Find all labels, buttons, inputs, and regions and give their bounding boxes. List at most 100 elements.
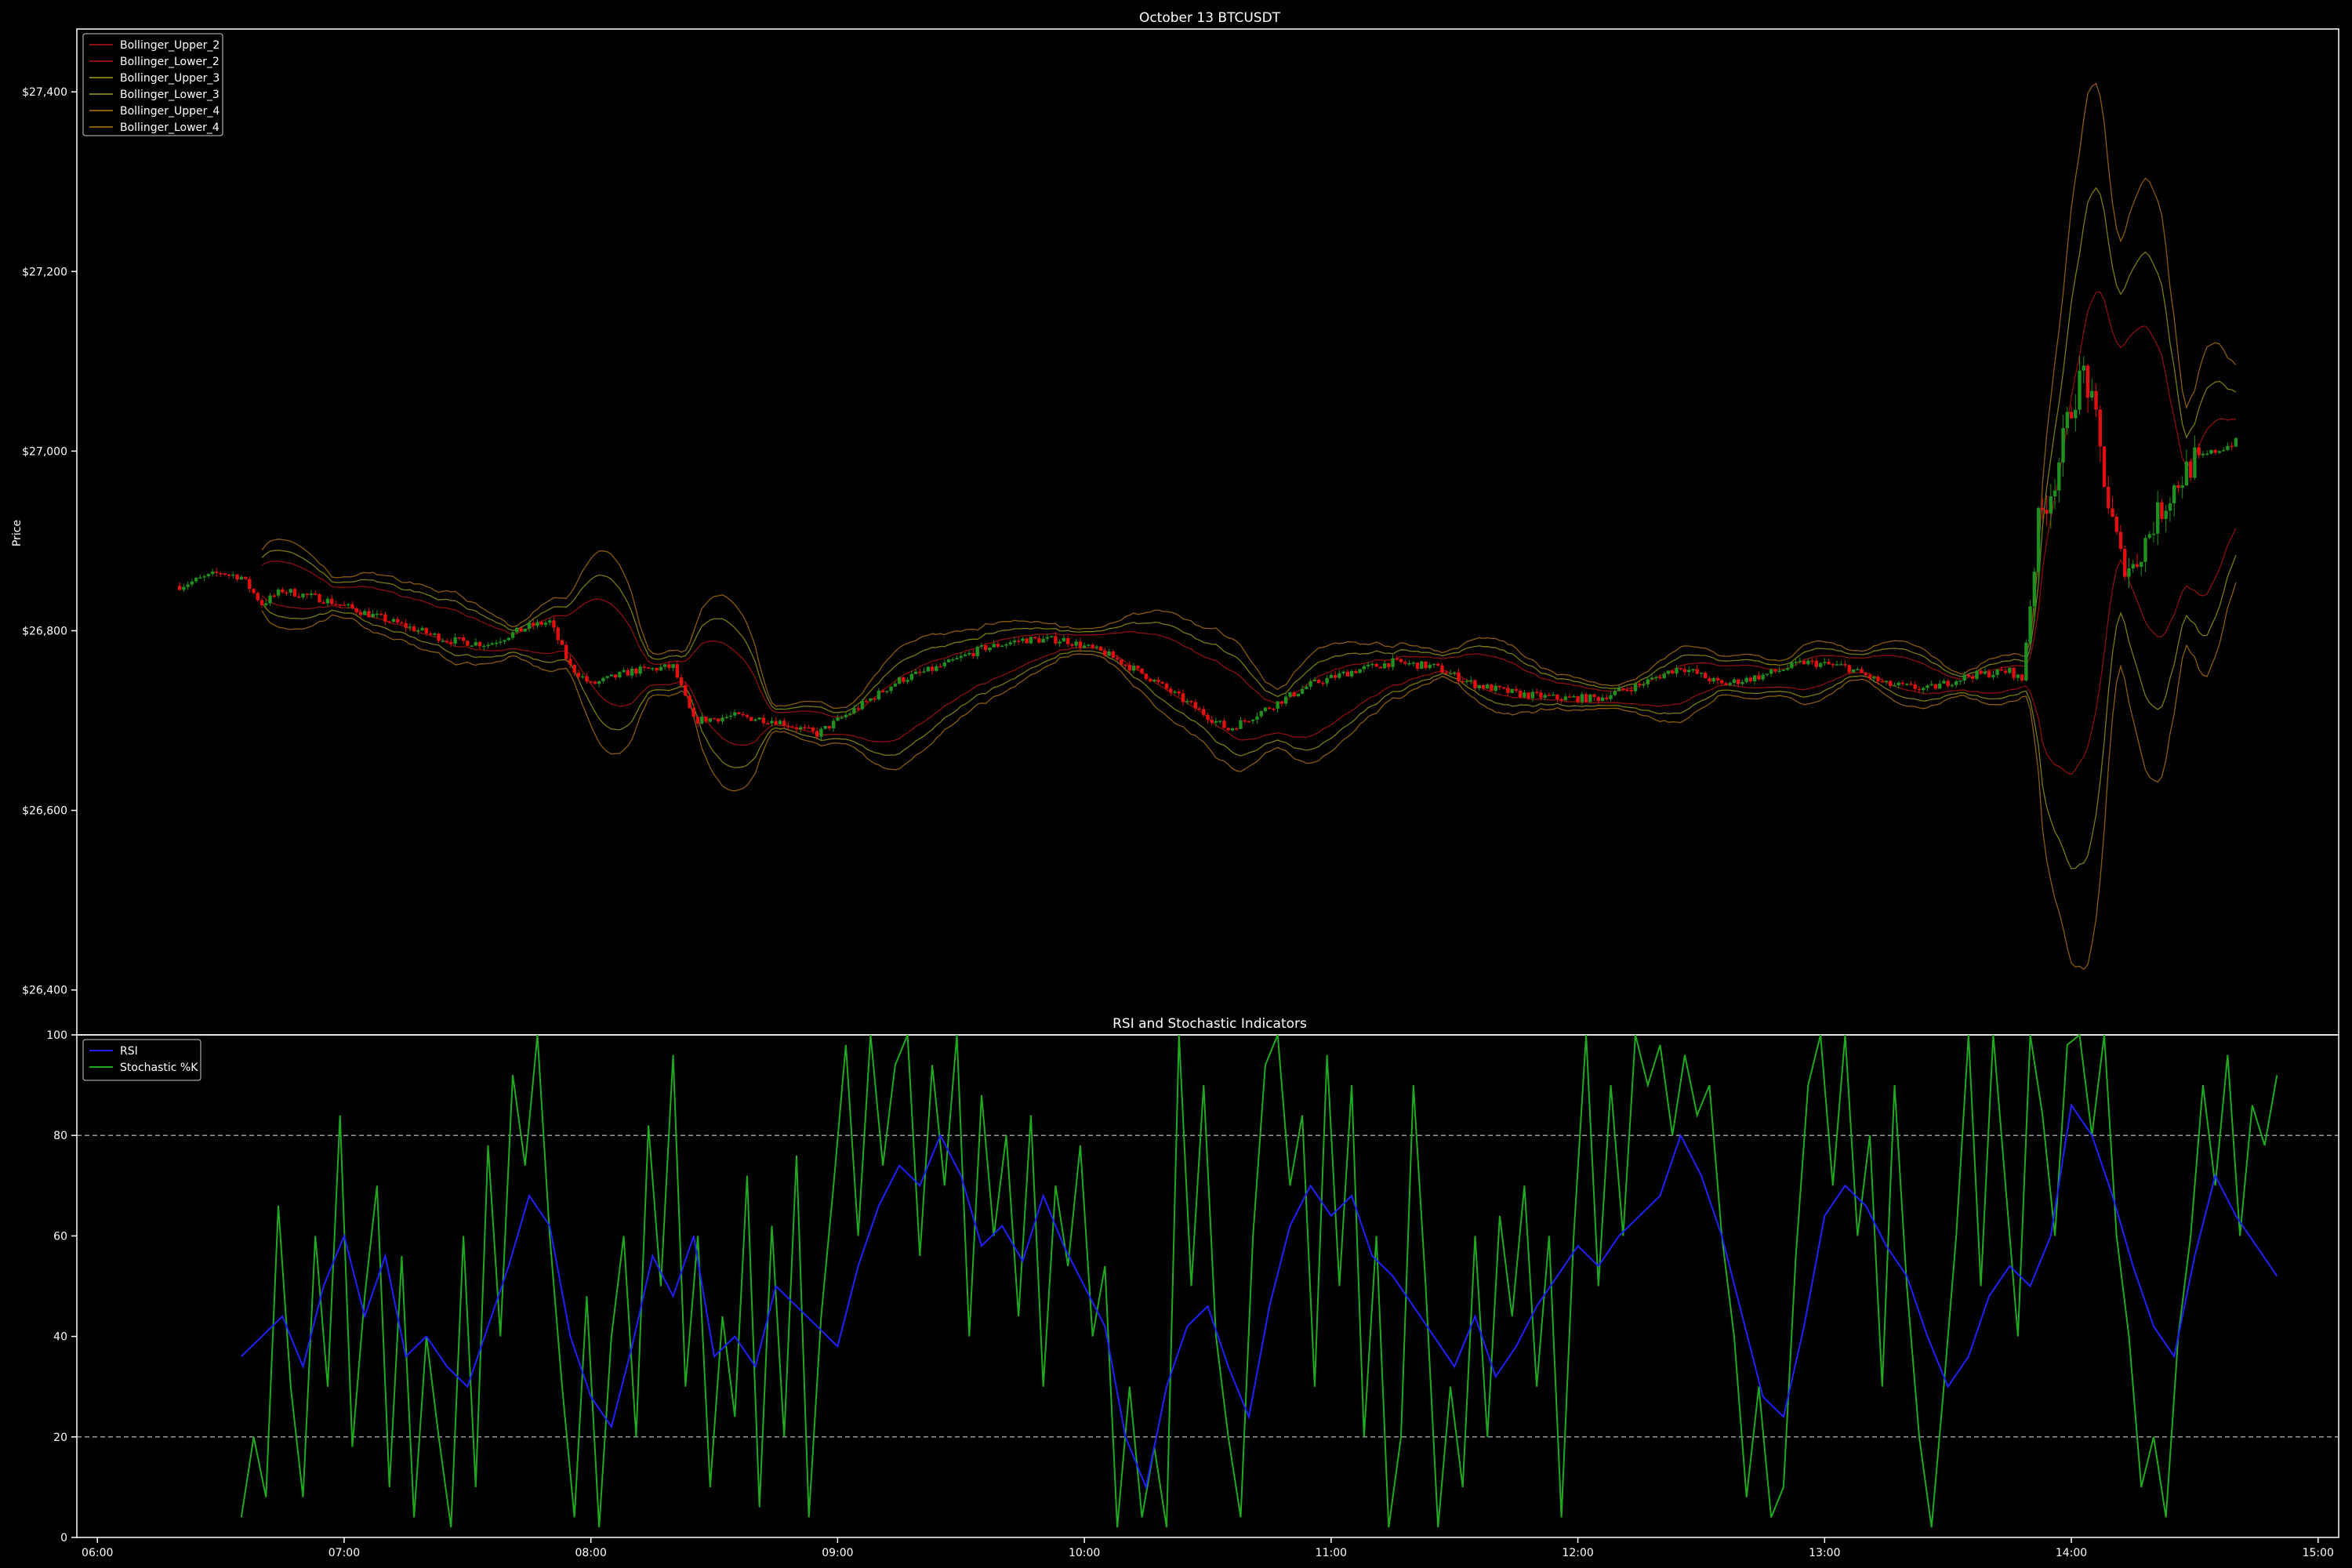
candle-body (1732, 679, 1737, 684)
candle-body (2151, 533, 2156, 535)
legend-label: Stochastic %K (120, 1062, 198, 1074)
candle-body (2226, 445, 2230, 451)
candle-body (1867, 675, 1872, 679)
candle-body (1469, 680, 1473, 682)
candle-body (387, 621, 391, 623)
candle-body (613, 674, 618, 677)
candle-body (2160, 502, 2164, 520)
candle-body (609, 674, 614, 677)
candle-body (1415, 662, 1420, 670)
candle-body (2180, 485, 2184, 488)
candle-body (873, 698, 877, 700)
candle-body (2049, 496, 2053, 514)
candle-body (2230, 445, 2234, 448)
candle-body (272, 595, 276, 597)
candle-body (930, 666, 935, 671)
bollinger-line-bollinger-lower-3 (261, 554, 2237, 869)
x-tick-label: 06:00 (82, 1547, 113, 1559)
candle-body (967, 652, 971, 655)
candle-body (2221, 450, 2226, 452)
candle-body (1757, 675, 1761, 680)
candle-body (338, 604, 342, 606)
candle-body (922, 671, 926, 673)
candle-body (946, 659, 951, 662)
candle-body (1510, 688, 1514, 693)
candle-body (395, 619, 400, 623)
candle-body (700, 717, 704, 724)
candle-body (1349, 670, 1354, 677)
candle-body (1761, 674, 1765, 680)
candle-body (358, 612, 363, 615)
candle-body (391, 619, 396, 622)
candle-body (543, 622, 548, 625)
candle-body (194, 578, 198, 582)
candle-body (601, 677, 605, 681)
candle-body (1305, 686, 1308, 689)
candle-body (712, 718, 717, 720)
candle-body (1391, 658, 1395, 667)
candle-body (1654, 677, 1658, 679)
candle-body (1477, 684, 1481, 688)
candle-body (1835, 664, 1839, 666)
candle-body (1715, 677, 1720, 681)
candle-body (848, 713, 852, 715)
candle-body (2156, 502, 2160, 534)
candle-body (1308, 681, 1312, 687)
candle-body (1214, 720, 1218, 723)
candle-body (642, 666, 647, 668)
candle-body (1444, 672, 1448, 674)
candle-body (1983, 671, 1987, 674)
candle-body (1497, 685, 1502, 688)
candle-body (1087, 644, 1091, 646)
x-tick-label: 07:00 (328, 1547, 360, 1559)
candle-body (1909, 684, 1913, 685)
candle-body (1658, 677, 1662, 679)
indicator-legend: RSI Stochastic %K (82, 1039, 201, 1081)
candle-body (2197, 447, 2201, 456)
candle-body (774, 720, 778, 725)
candle-body (1033, 637, 1037, 639)
candle-body (2176, 485, 2180, 488)
candle-body (1436, 663, 1440, 666)
candle-body (1292, 692, 1296, 697)
candle-body (1831, 664, 1835, 666)
candle-body (1893, 684, 1896, 687)
candle-body (1633, 684, 1638, 691)
candle-body (794, 727, 799, 730)
candle-body (1913, 684, 1917, 689)
candle-body (1576, 696, 1580, 702)
candle-body (2184, 461, 2189, 486)
candle-body (799, 727, 803, 730)
candle-body (844, 714, 848, 717)
candle-body (499, 641, 503, 643)
candle-body (2209, 450, 2213, 454)
candle-body (1218, 720, 1222, 722)
candle-body (2234, 437, 2238, 447)
candle-body (572, 664, 576, 673)
candle-body (2164, 510, 2168, 520)
candle-body (1411, 662, 1415, 664)
candle-body (408, 626, 412, 628)
candle-body (375, 613, 379, 615)
candle-body (1259, 710, 1263, 717)
x-tick-label: 13:00 (1809, 1547, 1840, 1559)
candle-body (2069, 412, 2074, 419)
candle-body (1691, 669, 1695, 671)
indicator-axes-frame (76, 1034, 2339, 1538)
indicator-y-ticks: 0 20 40 60 80 100 (46, 1029, 77, 1544)
candle-body (1526, 692, 1530, 699)
candle-body (1736, 679, 1740, 684)
candle-body (1991, 674, 1995, 677)
candle-body (1777, 670, 1781, 672)
candle-body (1744, 677, 1748, 682)
candle-body (285, 592, 289, 594)
candle-body (1206, 714, 1210, 720)
candle-body (1296, 693, 1301, 697)
indicator-y-tick-label: 0 (60, 1532, 67, 1544)
price-y-tick-label: $27,200 (22, 266, 67, 278)
candle-body (1312, 680, 1317, 681)
candle-body (1523, 692, 1526, 698)
candle-body (1062, 637, 1066, 642)
candle-body (651, 668, 655, 670)
candle-body (827, 725, 832, 729)
